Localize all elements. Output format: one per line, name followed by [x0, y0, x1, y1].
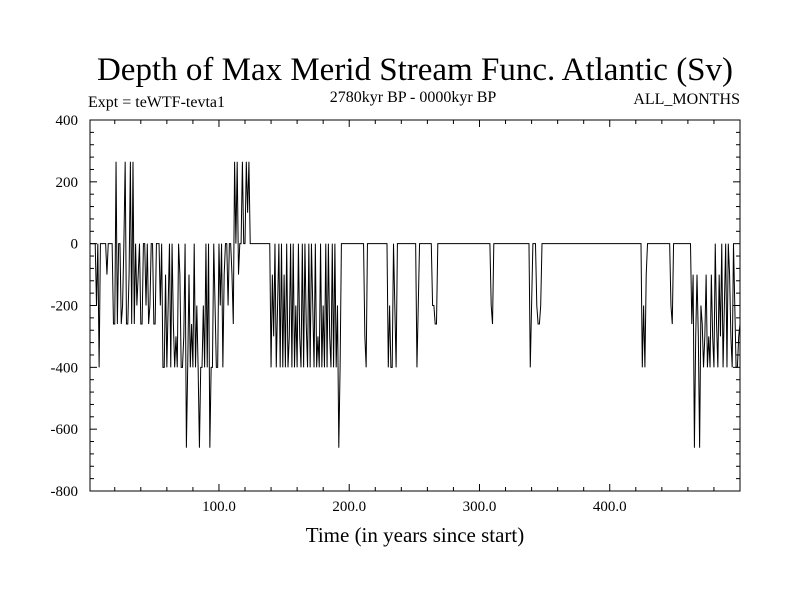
- y-tick-label: 0: [71, 237, 79, 253]
- experiment-label: Expt = teWTF-tevta1: [88, 94, 225, 111]
- x-tick-label: 100.0: [202, 499, 236, 515]
- y-axis: 400 200 0 -200 -400 -600 -800: [51, 113, 740, 500]
- months-label: ALL_MONTHS: [633, 91, 740, 108]
- period-label: 2780kyr BP - 0000kyr BP: [330, 89, 497, 106]
- series-group: [90, 161, 741, 448]
- x-tick-label: 400.0: [593, 499, 627, 515]
- x-tick-label: 300.0: [463, 499, 497, 515]
- plot-frame: [89, 119, 741, 492]
- y-tick-label: 200: [56, 175, 79, 191]
- y-tick-label: -400: [51, 360, 79, 376]
- series-line: [90, 161, 741, 448]
- y-tick-label: -600: [51, 422, 79, 438]
- x-tick-label: 200.0: [332, 499, 366, 515]
- x-axis-label: Time (in years since start): [306, 523, 525, 547]
- y-tick-label: -200: [51, 299, 79, 315]
- x-axis: 100.0 200.0 300.0 400.0: [114, 120, 715, 515]
- y-tick-label: 400: [56, 113, 79, 129]
- chart-title: Depth of Max Merid Stream Func. Atlantic…: [97, 52, 733, 88]
- y-tick-label: -800: [51, 484, 79, 500]
